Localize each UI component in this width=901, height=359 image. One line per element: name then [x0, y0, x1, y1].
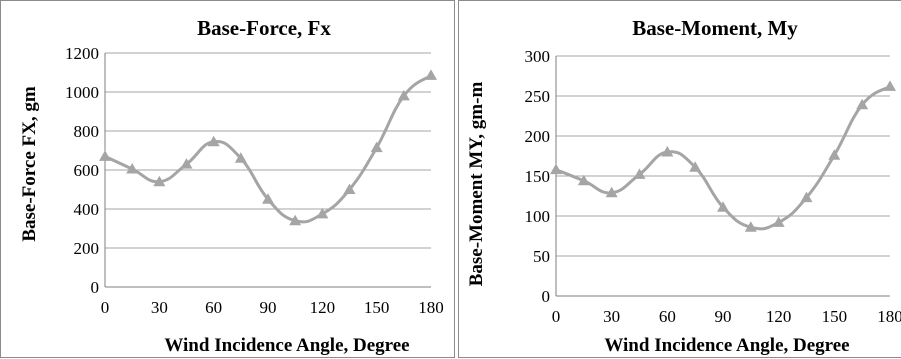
x-tick-label: 60	[205, 298, 222, 317]
x-axis-title: Wind Incidence Angle, Degree	[604, 335, 849, 356]
data-point-marker	[884, 80, 896, 91]
data-point-marker	[550, 164, 562, 175]
x-tick-label: 60	[659, 307, 676, 326]
y-tick-label: 800	[74, 122, 100, 141]
y-tick-label: 200	[525, 127, 551, 146]
y-tick-label: 0	[542, 287, 551, 306]
x-tick-label: 0	[101, 298, 110, 317]
y-tick-label: 1200	[65, 44, 99, 63]
plot-area: 0 50 100 150 200 250 300 0 30 60 90 120 150 180	[525, 47, 901, 326]
chart-title: Base-Force, Fx	[197, 16, 331, 40]
y-tick-label: 600	[74, 161, 100, 180]
plot-area: 0 200 400 600 800 1000 1200 0 30 60 90 120 150 180	[65, 44, 444, 317]
y-tick-label: 1000	[65, 83, 99, 102]
y-tick-label: 400	[74, 200, 100, 219]
x-tick-label: 0	[552, 307, 561, 326]
y-tick-label: 150	[525, 167, 551, 186]
y-tick-label: 300	[525, 47, 551, 66]
x-tick-label: 30	[151, 298, 168, 317]
data-point-marker	[425, 69, 437, 80]
y-tick-label: 200	[74, 239, 100, 258]
x-tick-label: 180	[418, 298, 444, 317]
x-tick-label: 90	[715, 307, 732, 326]
x-tick-label: 120	[766, 307, 792, 326]
chart-panel-base-moment: Base-Moment, My Wind Incidence Angle, De…	[458, 0, 901, 358]
x-tick-label: 150	[822, 307, 848, 326]
data-point-marker	[99, 150, 111, 161]
chart-panel-base-force: Base-Force, Fx Wind Incidence Angle, Deg…	[0, 0, 455, 358]
x-tick-label: 30	[603, 307, 620, 326]
y-tick-label: 0	[91, 278, 100, 297]
y-tick-label: 100	[525, 207, 551, 226]
y-tick-label: 250	[525, 87, 551, 106]
x-tick-label: 180	[877, 307, 901, 326]
y-axis-title: Base-Moment MY, gm-m	[466, 82, 487, 287]
chart-base-force: Base-Force, Fx Wind Incidence Angle, Deg…	[1, 1, 456, 359]
y-tick-label: 50	[533, 247, 550, 266]
x-tick-label: 120	[310, 298, 336, 317]
data-point-marker	[371, 142, 383, 153]
x-tick-label: 90	[260, 298, 277, 317]
chart-base-moment: Base-Moment, My Wind Incidence Angle, De…	[459, 1, 901, 359]
y-axis-title: Base-Force FX, gm	[19, 86, 40, 241]
x-axis-title: Wind Incidence Angle, Degree	[164, 335, 409, 356]
x-tick-label: 150	[364, 298, 390, 317]
chart-title: Base-Moment, My	[632, 16, 798, 40]
